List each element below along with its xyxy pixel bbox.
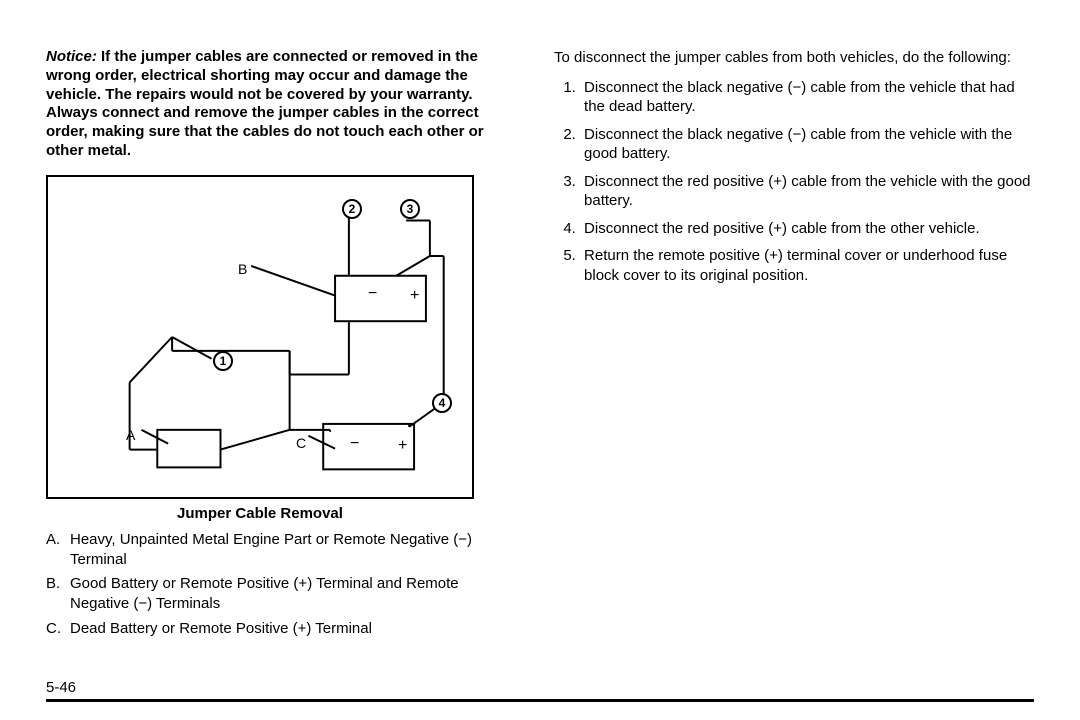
legend-letter: C. [46, 619, 70, 639]
terminal-symbol: − [368, 285, 377, 303]
diagram-segment [172, 337, 212, 359]
diagram-label-C: C [296, 435, 306, 451]
steps-list: Disconnect the black negative (−) cable … [554, 78, 1034, 286]
legend-letter: A. [46, 530, 70, 571]
legend-item: C.Dead Battery or Remote Positive (+) Te… [46, 619, 514, 639]
terminal-symbol: + [410, 287, 419, 305]
legend-item: B.Good Battery or Remote Positive (+) Te… [46, 574, 514, 615]
diagram-frame: 1 2 3 4 A B C − + − + [46, 175, 474, 499]
diagram-caption: Jumper Cable Removal [46, 505, 474, 522]
step-item: Disconnect the red positive (+) cable fr… [580, 172, 1034, 211]
step-item: Return the remote positive (+) terminal … [580, 246, 1034, 285]
callout-4: 4 [432, 393, 452, 413]
legend-item: A.Heavy, Unpainted Metal Engine Part or … [46, 530, 514, 571]
diagram-segment [251, 265, 335, 295]
left-column: Notice: If the jumper cables are connect… [46, 48, 514, 643]
notice-text: If the jumper cables are connected or re… [46, 48, 484, 159]
intro-text: To disconnect the jumper cables from bot… [554, 48, 1034, 68]
step-item: Disconnect the black negative (−) cable … [580, 125, 1034, 164]
diagram-box [157, 429, 220, 467]
diagram-segment [220, 429, 289, 449]
legend: A.Heavy, Unpainted Metal Engine Part or … [46, 530, 514, 639]
diagram-label-B: B [238, 261, 247, 277]
notice-label: Notice: [46, 48, 97, 65]
terminal-symbol: + [398, 437, 407, 455]
callout-2: 2 [342, 199, 362, 219]
diagram-segment [130, 337, 172, 382]
step-item: Disconnect the black negative (−) cable … [580, 78, 1034, 117]
diagram-svg [48, 177, 472, 497]
legend-text: Dead Battery or Remote Positive (+) Term… [70, 619, 372, 639]
footer-rule [46, 699, 1034, 702]
legend-text: Heavy, Unpainted Metal Engine Part or Re… [70, 530, 514, 571]
columns: Notice: If the jumper cables are connect… [46, 48, 1034, 643]
right-column: To disconnect the jumper cables from bot… [554, 48, 1034, 643]
notice-block: Notice: If the jumper cables are connect… [46, 48, 514, 161]
page-number: 5-46 [46, 679, 1034, 696]
callout-1: 1 [213, 351, 233, 371]
legend-letter: B. [46, 574, 70, 615]
terminal-symbol: − [350, 435, 359, 453]
diagram-segment [396, 256, 430, 276]
callout-3: 3 [400, 199, 420, 219]
step-item: Disconnect the red positive (+) cable fr… [580, 219, 1034, 239]
page-footer: 5-46 [46, 679, 1034, 702]
diagram-label-A: A [126, 427, 135, 443]
page: Notice: If the jumper cables are connect… [0, 0, 1080, 720]
legend-text: Good Battery or Remote Positive (+) Term… [70, 574, 514, 615]
